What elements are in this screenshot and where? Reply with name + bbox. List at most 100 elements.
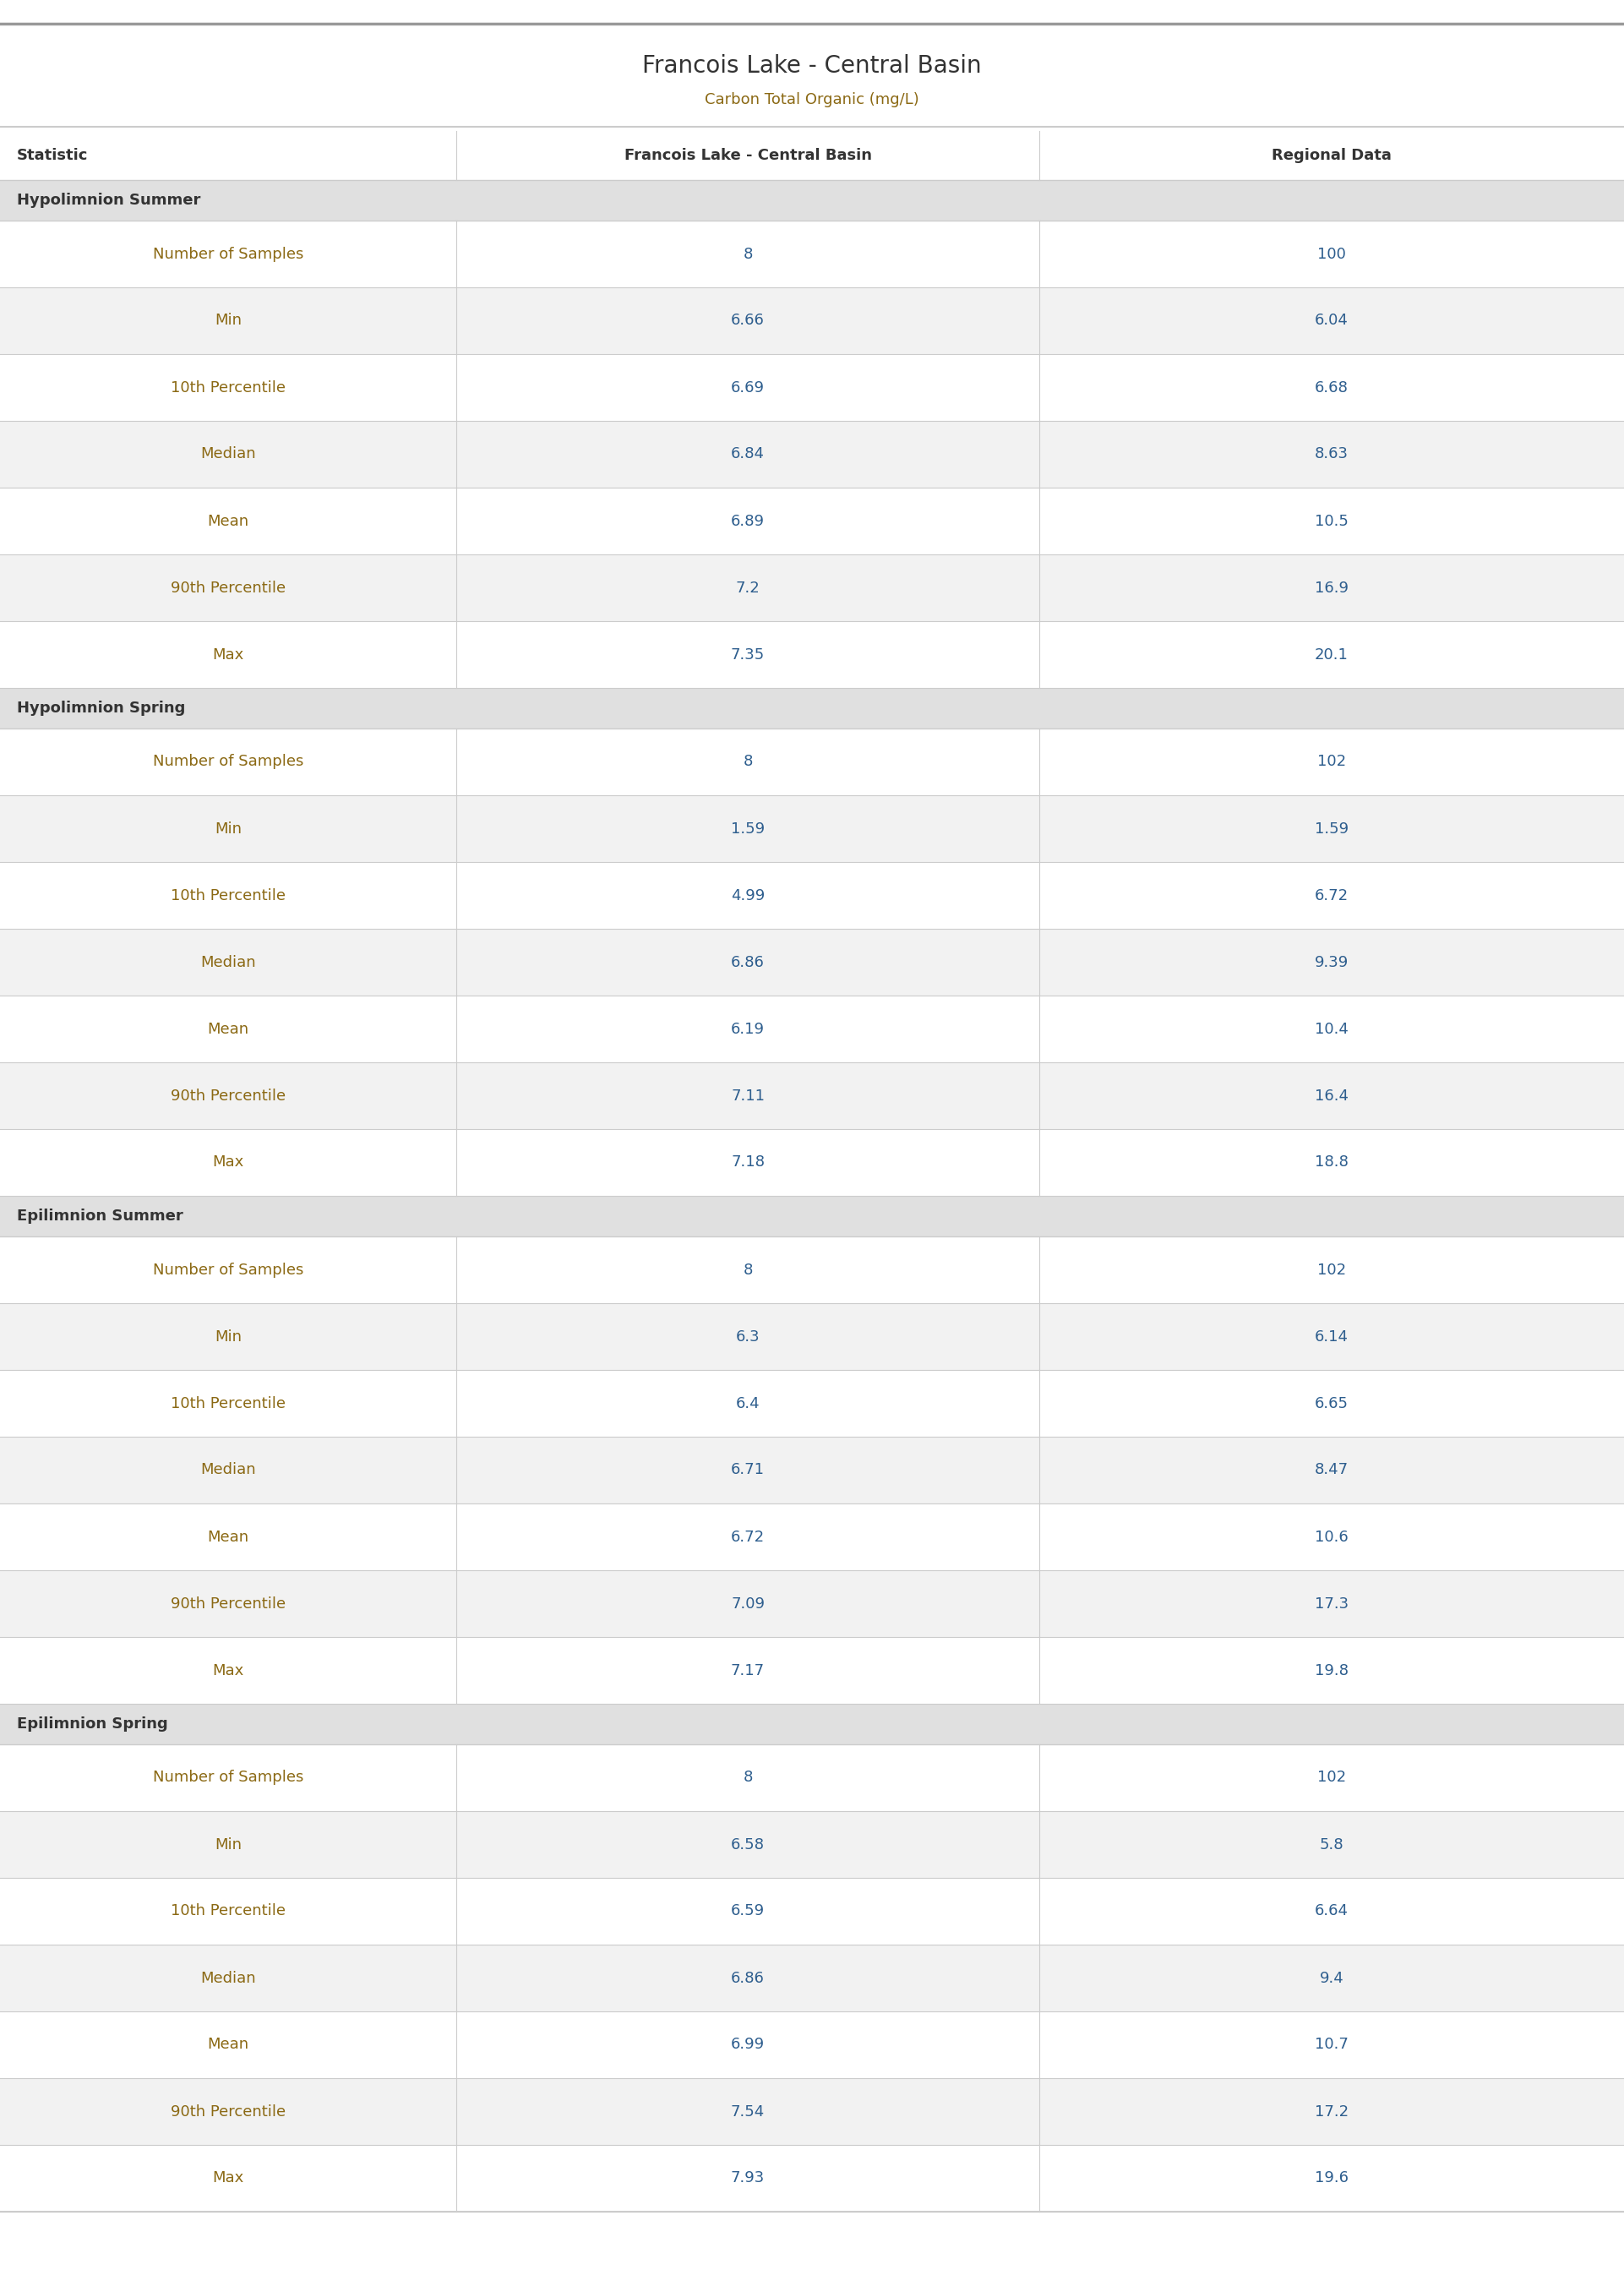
Text: 16.9: 16.9 (1315, 581, 1348, 595)
Text: Min: Min (214, 1836, 242, 1852)
Bar (0, 1571, 1624, 1637)
Text: 10.7: 10.7 (1315, 2036, 1348, 2052)
Bar (0, 354, 1624, 420)
Bar (0, 2145, 1624, 2211)
Bar (0, 688, 1624, 729)
Text: 100: 100 (1317, 247, 1346, 261)
Bar (0, 2011, 1624, 2077)
Text: Mean: Mean (208, 2036, 248, 2052)
Text: Carbon Total Organic (mg/L): Carbon Total Organic (mg/L) (705, 93, 919, 107)
Text: 6.64: 6.64 (1315, 1905, 1348, 1918)
Bar (0, 132, 1624, 179)
Text: Number of Samples: Number of Samples (153, 1771, 304, 1784)
Bar (0, 863, 1624, 928)
Text: Mean: Mean (208, 1530, 248, 1544)
Text: Epilimnion Summer: Epilimnion Summer (16, 1208, 184, 1224)
Text: 19.8: 19.8 (1315, 1664, 1348, 1678)
Text: 7.93: 7.93 (731, 2170, 765, 2186)
Bar (0, 1503, 1624, 1571)
Text: 10.5: 10.5 (1315, 513, 1348, 529)
Bar (0, 1945, 1624, 2011)
Bar (0, 488, 1624, 554)
Text: Number of Samples: Number of Samples (153, 754, 304, 770)
Text: Regional Data: Regional Data (1272, 148, 1392, 163)
Text: 10.6: 10.6 (1315, 1530, 1348, 1544)
Bar (0, 997, 1624, 1062)
Bar (0, 622, 1624, 688)
Text: Min: Min (214, 1328, 242, 1344)
Text: 6.65: 6.65 (1315, 1396, 1348, 1412)
Text: 10th Percentile: 10th Percentile (171, 379, 286, 395)
Text: Number of Samples: Number of Samples (153, 1262, 304, 1278)
Bar (0, 1877, 1624, 1945)
Bar (0, 729, 1624, 794)
Text: Statistic: Statistic (16, 148, 88, 163)
Text: 6.14: 6.14 (1315, 1328, 1348, 1344)
Text: 6.99: 6.99 (731, 2036, 765, 2052)
Bar (0, 794, 1624, 863)
Text: 102: 102 (1317, 1262, 1346, 1278)
Text: 6.86: 6.86 (731, 956, 765, 969)
Text: 8: 8 (742, 247, 752, 261)
Text: Mean: Mean (208, 513, 248, 529)
Bar (0, 179, 1624, 220)
Text: Max: Max (213, 2170, 244, 2186)
Text: 17.3: 17.3 (1315, 1596, 1348, 1612)
Text: 1.59: 1.59 (1315, 822, 1348, 835)
Text: Max: Max (213, 1155, 244, 1169)
Text: 90th Percentile: 90th Percentile (171, 1596, 286, 1612)
Bar (0, 1196, 1624, 1237)
Text: 10th Percentile: 10th Percentile (171, 1396, 286, 1412)
Text: 8: 8 (742, 1262, 752, 1278)
Text: Median: Median (200, 1970, 257, 1986)
Bar (0, 1128, 1624, 1196)
Text: 6.72: 6.72 (731, 1530, 765, 1544)
Text: 8: 8 (742, 754, 752, 770)
Bar (0, 554, 1624, 622)
Text: 6.58: 6.58 (731, 1836, 765, 1852)
Text: 1.59: 1.59 (731, 822, 765, 835)
Bar (0, 288, 1624, 354)
Text: Number of Samples: Number of Samples (153, 247, 304, 261)
Text: Min: Min (214, 822, 242, 835)
Text: 90th Percentile: 90th Percentile (171, 581, 286, 595)
Text: 6.66: 6.66 (731, 313, 765, 329)
Text: 10th Percentile: 10th Percentile (171, 888, 286, 903)
Text: 7.09: 7.09 (731, 1596, 765, 1612)
Text: 8.63: 8.63 (1315, 447, 1348, 461)
Text: Mean: Mean (208, 1022, 248, 1037)
Text: 20.1: 20.1 (1315, 647, 1348, 663)
Text: 6.86: 6.86 (731, 1970, 765, 1986)
Text: 17.2: 17.2 (1315, 2104, 1348, 2120)
Text: Francois Lake - Central Basin: Francois Lake - Central Basin (624, 148, 872, 163)
Text: 8.47: 8.47 (1315, 1462, 1348, 1478)
Text: 6.4: 6.4 (736, 1396, 760, 1412)
Text: 10th Percentile: 10th Percentile (171, 1905, 286, 1918)
Text: 6.84: 6.84 (731, 447, 765, 461)
Text: Epilimnion Spring: Epilimnion Spring (16, 1716, 167, 1732)
Text: Median: Median (200, 1462, 257, 1478)
Bar (0, 1811, 1624, 1877)
Text: 7.35: 7.35 (731, 647, 765, 663)
Text: Hypolimnion Spring: Hypolimnion Spring (16, 701, 185, 715)
Text: 6.68: 6.68 (1315, 379, 1348, 395)
Text: 7.11: 7.11 (731, 1087, 765, 1103)
Bar (0, 1705, 1624, 1743)
Text: 7.17: 7.17 (731, 1664, 765, 1678)
Text: 90th Percentile: 90th Percentile (171, 1087, 286, 1103)
Bar (0, 2077, 1624, 2145)
Text: 10.4: 10.4 (1315, 1022, 1348, 1037)
Text: 102: 102 (1317, 1771, 1346, 1784)
Text: 7.54: 7.54 (731, 2104, 765, 2120)
Text: 7.2: 7.2 (736, 581, 760, 595)
Bar (0, 1743, 1624, 1811)
Text: 6.59: 6.59 (731, 1905, 765, 1918)
Bar (0, 1369, 1624, 1437)
Text: 6.69: 6.69 (731, 379, 765, 395)
Bar (0, 1062, 1624, 1128)
Text: 6.72: 6.72 (1315, 888, 1348, 903)
Text: Hypolimnion Summer: Hypolimnion Summer (16, 193, 201, 209)
Text: 4.99: 4.99 (731, 888, 765, 903)
Text: 9.39: 9.39 (1315, 956, 1348, 969)
Text: 16.4: 16.4 (1315, 1087, 1348, 1103)
